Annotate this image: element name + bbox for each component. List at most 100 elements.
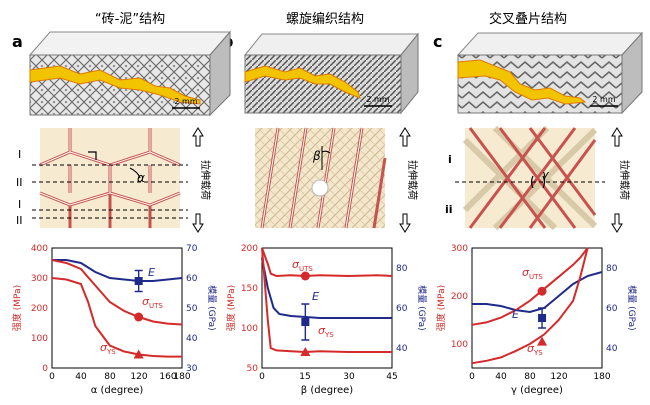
layer-label-c-2: ii [445, 203, 453, 216]
chart-a-label-E: E [148, 266, 155, 279]
chart-a-ylabel-right: 模量 (GPa) [206, 285, 217, 330]
chart-a-ytick-0: 0 [42, 364, 48, 374]
chart-b-ytick-1: 100 [241, 324, 258, 334]
panel-a-render: 2 mm [28, 30, 232, 117]
chart-a-xtick-4: 160 [159, 372, 176, 382]
panel-b-render: 2 mm [243, 32, 420, 115]
chart-c-ylabel-right: 模量 (GPa) [626, 285, 637, 330]
chart-c-ytick-1: 200 [451, 292, 468, 302]
load-label-c: 拉伸载荷 [618, 160, 631, 200]
chart-b-rtick-0: 40 [396, 344, 408, 354]
panel-c-render: 2 mm [456, 31, 644, 115]
crack-c [457, 59, 587, 105]
crack-b [244, 65, 361, 99]
chart-b-xlabel: β (degree) [301, 385, 354, 396]
scale-bar-a: 2 mm [174, 97, 197, 106]
chart-c-xlabel: γ (degree) [511, 385, 563, 396]
panel-c-letter: c [433, 32, 442, 51]
chart-b-ytick-2: 150 [241, 284, 258, 294]
chart-a-xtick-5: 180 [173, 372, 190, 382]
chart-b: 0 15 30 45 50 100 150 200 40 60 80 强度 (M… [225, 244, 427, 396]
chart-c-line-uts [471, 247, 589, 326]
tensile-load-c: 拉伸载荷 [611, 127, 631, 233]
chart-a-ytick-3: 300 [31, 274, 48, 284]
chart-c-xtick-0: 0 [469, 372, 475, 382]
panel-c-schematic: γ i ii [445, 125, 605, 231]
chart-b-ytick-3: 200 [241, 244, 258, 254]
chart-b-line-E [261, 257, 392, 319]
chart-a-rtick-2: 50 [186, 304, 198, 314]
chart-b-rtick-2: 80 [396, 264, 408, 274]
chart-b-ylabel-right: 模量 (GPa) [416, 285, 427, 330]
chart-a-line-E [52, 259, 183, 282]
chart-a-marker-uts [134, 312, 144, 322]
tensile-load-b: 拉伸载荷 [399, 127, 419, 233]
layer-label-a-3: I [18, 198, 21, 211]
chart-b-plot [261, 247, 393, 356]
chart-c-label-E: E [512, 308, 519, 321]
chart-b-xtick-1: 15 [299, 372, 310, 382]
chart-a-ylabel-left: 强度 (MPa) [11, 285, 23, 331]
chart-a-ytick-1: 100 [31, 334, 48, 344]
chart-a-xtick-0: 0 [49, 372, 55, 382]
chart-a-label-ys: σYS [100, 341, 116, 356]
crack-a [29, 65, 201, 105]
chart-b-label-E: E [312, 290, 319, 303]
load-label-a: 拉伸载荷 [199, 160, 212, 200]
angle-gamma: γ [542, 168, 549, 181]
chart-a-xlabel: α (degree) [91, 385, 144, 396]
panel-c-title: 交叉叠片结构 [489, 11, 567, 27]
panel-a-schematic: α I II I II [16, 128, 188, 228]
load-label-b: 拉伸载荷 [406, 160, 419, 200]
chart-b-rtick-1: 60 [396, 304, 408, 314]
chart-a-ytick-4: 400 [31, 244, 48, 254]
chart-a-rtick-3: 60 [186, 274, 198, 284]
chart-c-ytick-2: 300 [451, 244, 468, 254]
chart-b-label-ys: σYS [318, 324, 334, 339]
tensile-load-a: 拉伸载荷 [192, 127, 212, 233]
scale-bar-b: 2 mm [366, 95, 389, 104]
chart-c-rtick-1: 60 [606, 304, 618, 314]
chart-c-xtick-4: 180 [593, 372, 610, 382]
chart-b-marker-uts [300, 271, 310, 281]
chart-c-label-ys: σYS [527, 342, 543, 357]
chart-b-line-ys [261, 247, 392, 354]
layer-label-a-2: II [16, 176, 23, 189]
chart-c-label-uts: σUTS [522, 266, 543, 281]
chart-a-rtick-1: 40 [186, 334, 198, 344]
layer-label-a-4: II [16, 214, 23, 227]
chart-c-xtick-1: 40 [495, 372, 507, 382]
chart-a: 0 40 80 120 160 180 0 100 200 300 400 30… [11, 244, 217, 396]
chart-b-marker-ys [300, 347, 311, 356]
chart-b-marker-E [301, 318, 310, 326]
chart-c-marker-E [538, 314, 547, 322]
angle-beta: β [312, 149, 321, 163]
chart-a-xtick-1: 40 [75, 372, 87, 382]
chart-b-ylabel-left: 强度 (MPa) [225, 285, 237, 331]
chart-c-marker-uts [537, 286, 547, 296]
chart-a-marker-ys [133, 349, 144, 359]
chart-a-plot [51, 259, 183, 359]
layer-label-a-1: I [18, 148, 21, 161]
chart-c-rtick-2: 80 [606, 264, 618, 274]
panel-a-title: “砖-泥”结构 [95, 12, 165, 27]
chart-c-marker-ys [537, 336, 548, 346]
panel-a-letter: a [12, 32, 23, 51]
chart-b-line-uts [261, 247, 393, 278]
chart-b-label-uts: σUTS [292, 258, 313, 273]
panel-b-schematic: β [255, 127, 387, 229]
layer-label-c-1: i [448, 153, 452, 166]
panel-b-title: 螺旋编织结构 [286, 12, 364, 27]
chart-c-xtick-2: 80 [524, 372, 536, 382]
chart-b-ytick-0: 50 [247, 364, 259, 374]
chart-a-rtick-0: 30 [186, 364, 198, 374]
chart-a-line-uts [51, 259, 183, 326]
chart-b-xtick-3: 45 [386, 372, 397, 382]
chart-b-xtick-0: 0 [259, 372, 265, 382]
chart-a-rtick-4: 70 [186, 244, 198, 254]
chart-c-plot [471, 247, 603, 365]
chart-c-rtick-0: 40 [606, 344, 618, 354]
angle-alpha: α [137, 171, 145, 185]
